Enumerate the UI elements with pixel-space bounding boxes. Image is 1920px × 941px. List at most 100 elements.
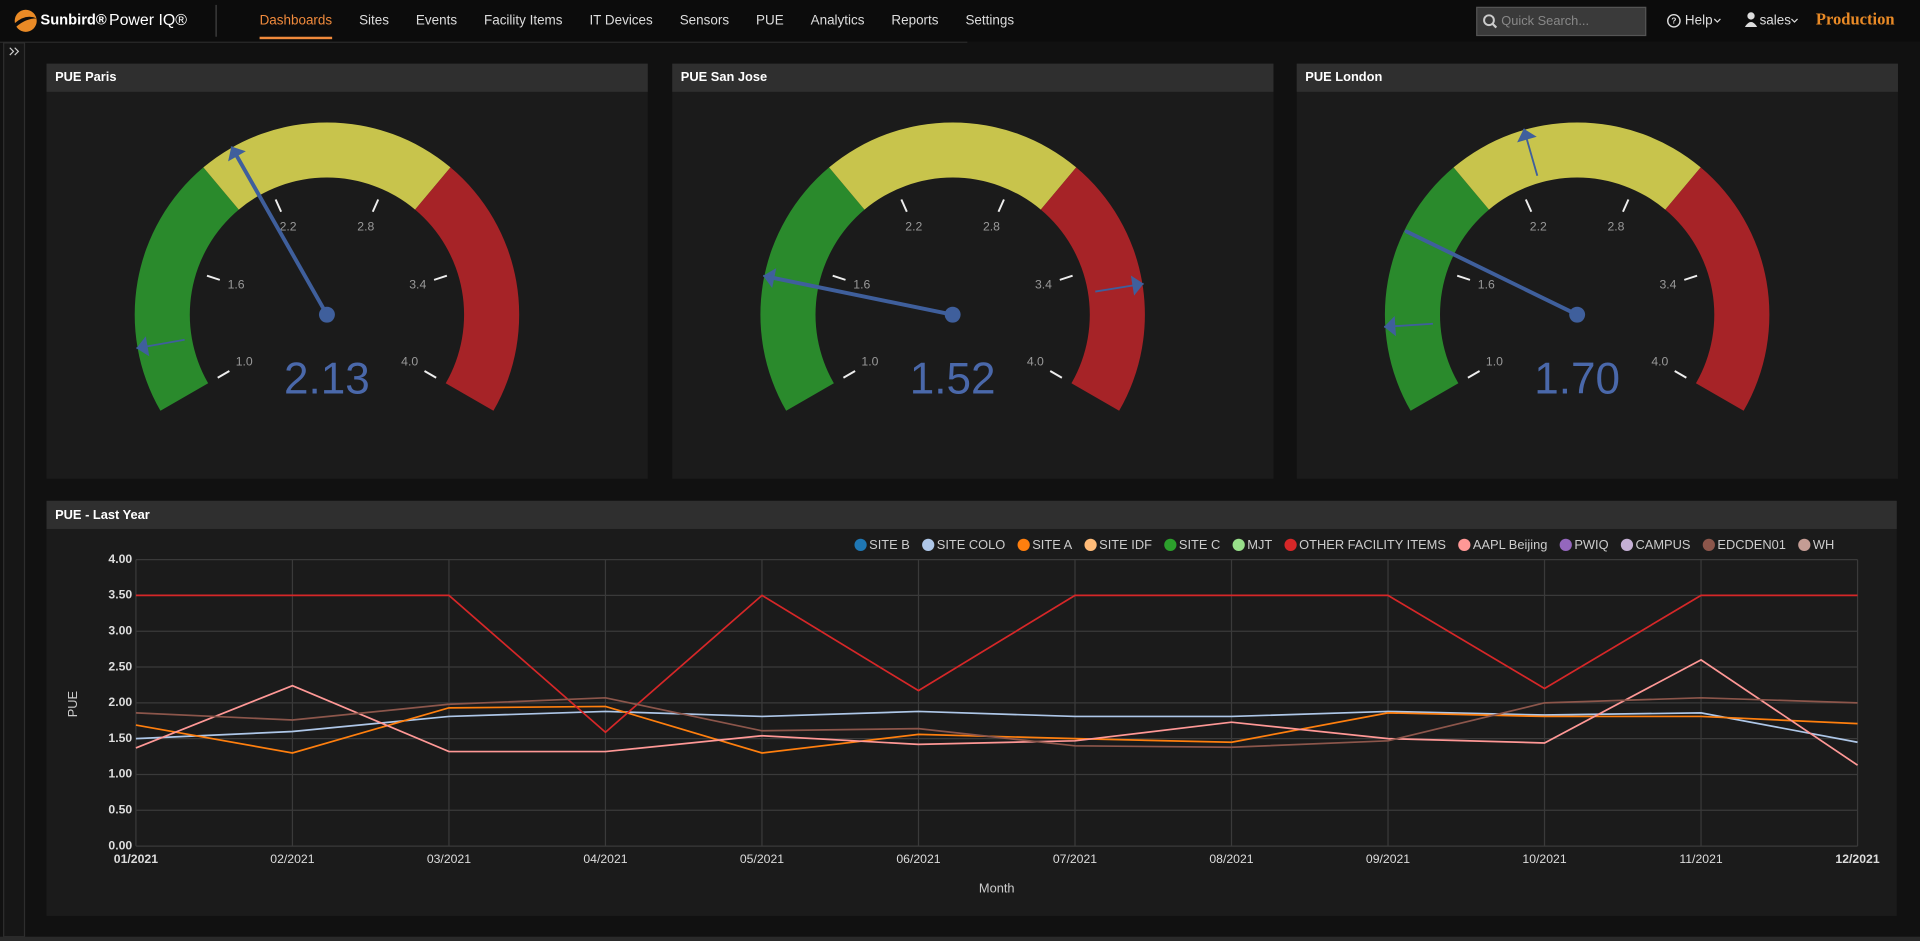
x-axis-label: Month xyxy=(979,880,1015,895)
x-tick-label: 12/2021 xyxy=(1835,852,1879,866)
gauge-tick-label: 2.2 xyxy=(905,220,922,234)
legend-swatch xyxy=(1458,538,1471,552)
x-tick-label: 08/2021 xyxy=(1209,852,1253,866)
menu-item[interactable]: Reports xyxy=(891,12,938,27)
gauge-tick-label: 3.4 xyxy=(409,277,426,291)
y-tick-label: 1.50 xyxy=(108,731,132,745)
x-tick-label: 02/2021 xyxy=(270,852,314,866)
gauge-tick-label: 2.8 xyxy=(357,220,374,234)
gauge-tick-label: 4.0 xyxy=(1027,355,1044,369)
gauge-min-marker xyxy=(1384,315,1396,337)
x-tick-label: 06/2021 xyxy=(896,852,940,866)
legend-label[interactable]: EDCDEN01 xyxy=(1717,537,1786,552)
help-icon-mark: ? xyxy=(1671,16,1676,26)
legend: SITE B SITE COLO SITE A SITE IDF SITE C MJT OT… xyxy=(854,537,1834,552)
y-tick-label: 2.00 xyxy=(108,695,132,709)
legend-label[interactable]: SITE A xyxy=(1032,537,1072,552)
gauge-tick xyxy=(424,370,437,379)
legend-label[interactable]: WH xyxy=(1813,537,1834,552)
gauge-hub xyxy=(318,306,335,323)
menu-item[interactable]: Sites xyxy=(359,12,389,27)
gauge-max-marker xyxy=(1130,275,1144,296)
legend-label[interactable]: SITE B xyxy=(869,537,910,552)
menu-item[interactable]: Events xyxy=(416,12,457,27)
legend-label[interactable]: SITE IDF xyxy=(1099,537,1152,552)
legend-swatch xyxy=(854,538,867,552)
series-line xyxy=(135,710,1858,744)
legend-label[interactable]: MJT xyxy=(1247,537,1272,552)
gauge-band xyxy=(1384,167,1489,411)
gauge-tick xyxy=(997,199,1005,213)
search-placeholder: Quick Search... xyxy=(1501,13,1589,28)
gauge-panel-header xyxy=(1296,63,1898,92)
y-tick-label: 0.50 xyxy=(108,803,132,817)
menu-item[interactable]: PUE xyxy=(756,12,784,27)
gauge-tick-label: 2.2 xyxy=(1530,220,1547,234)
gauge-value: 2.13 xyxy=(284,355,370,404)
menu-item[interactable]: Settings xyxy=(965,12,1014,27)
gauge-tick xyxy=(371,199,380,213)
menu-item[interactable]: IT Devices xyxy=(589,12,653,27)
sidebar-toggle[interactable] xyxy=(9,47,20,56)
legend-label[interactable]: SITE COLO xyxy=(937,537,1006,552)
legend-label[interactable]: PWIQ xyxy=(1574,537,1608,552)
menu-item[interactable]: Analytics xyxy=(811,12,865,27)
gauge-tick xyxy=(433,274,448,281)
gauge-max-marker xyxy=(1517,128,1537,143)
help-menu[interactable]: Help xyxy=(1685,12,1713,27)
gauge-panel-header xyxy=(46,63,648,92)
gauge-tick xyxy=(1456,274,1471,281)
gauge-tick xyxy=(1059,274,1073,281)
menu-item[interactable]: Dashboards xyxy=(260,12,333,27)
gauge-value: 1.70 xyxy=(1534,355,1620,404)
user-icon-body xyxy=(1744,22,1758,27)
x-tick-label: 04/2021 xyxy=(583,852,627,866)
legend-label[interactable]: CAMPUS xyxy=(1636,537,1691,552)
user-icon-head xyxy=(1747,12,1755,20)
legend-swatch xyxy=(1017,538,1030,552)
legend-swatch xyxy=(1559,538,1572,552)
legend-label[interactable]: OTHER FACILITY ITEMS xyxy=(1299,537,1446,552)
gauge-tick xyxy=(1622,199,1630,213)
gauge-tick xyxy=(832,274,846,281)
search-box[interactable] xyxy=(1476,6,1647,37)
legend-swatch xyxy=(1798,538,1811,552)
gauge-tick xyxy=(1467,370,1481,379)
x-tick-label: 05/2021 xyxy=(740,852,784,866)
gauge-tick-label: 1.6 xyxy=(1478,277,1495,291)
user-menu[interactable]: sales xyxy=(1760,12,1792,27)
gauge-tick xyxy=(1674,370,1687,379)
chart-title: PUE - Last Year xyxy=(55,507,150,522)
gauge-tick xyxy=(900,199,908,213)
sidebar xyxy=(3,42,26,938)
logo-sun xyxy=(14,9,37,32)
gauge-tick xyxy=(842,370,856,379)
legend-label[interactable]: AAPL Beijing xyxy=(1473,537,1548,552)
gauge-needle xyxy=(764,274,955,317)
legend-swatch xyxy=(1284,538,1297,552)
y-axis-label: PUE xyxy=(65,690,80,717)
y-tick-label: 2.50 xyxy=(108,659,132,673)
legend-label[interactable]: SITE C xyxy=(1179,537,1220,552)
brand: Sunbird® xyxy=(40,13,106,29)
gauge-tick xyxy=(206,274,221,281)
legend-swatch xyxy=(1232,538,1245,552)
gauge-panel-header xyxy=(672,63,1274,92)
gauge-tick xyxy=(1524,199,1533,213)
legend-swatch xyxy=(1620,538,1634,552)
menu-item[interactable]: Facility Items xyxy=(484,12,563,27)
x-tick-label: 10/2021 xyxy=(1522,852,1566,866)
gauge-tick-label: 3.4 xyxy=(1659,277,1676,291)
menu-item[interactable]: Sensors xyxy=(680,12,730,27)
gauge-tick-label: 1.0 xyxy=(861,355,878,369)
gauge-band xyxy=(134,167,239,411)
gauge-tick-label: 2.2 xyxy=(280,220,297,234)
x-tick-label: 11/2021 xyxy=(1679,852,1723,866)
gauge-band xyxy=(1453,122,1701,210)
gauge-tick-label: 1.6 xyxy=(853,277,870,291)
gauge-tick xyxy=(217,370,230,379)
legend-swatch xyxy=(1702,538,1715,552)
user-caret xyxy=(1790,18,1798,23)
gauge-tick xyxy=(1683,274,1698,281)
help-caret xyxy=(1713,18,1721,23)
